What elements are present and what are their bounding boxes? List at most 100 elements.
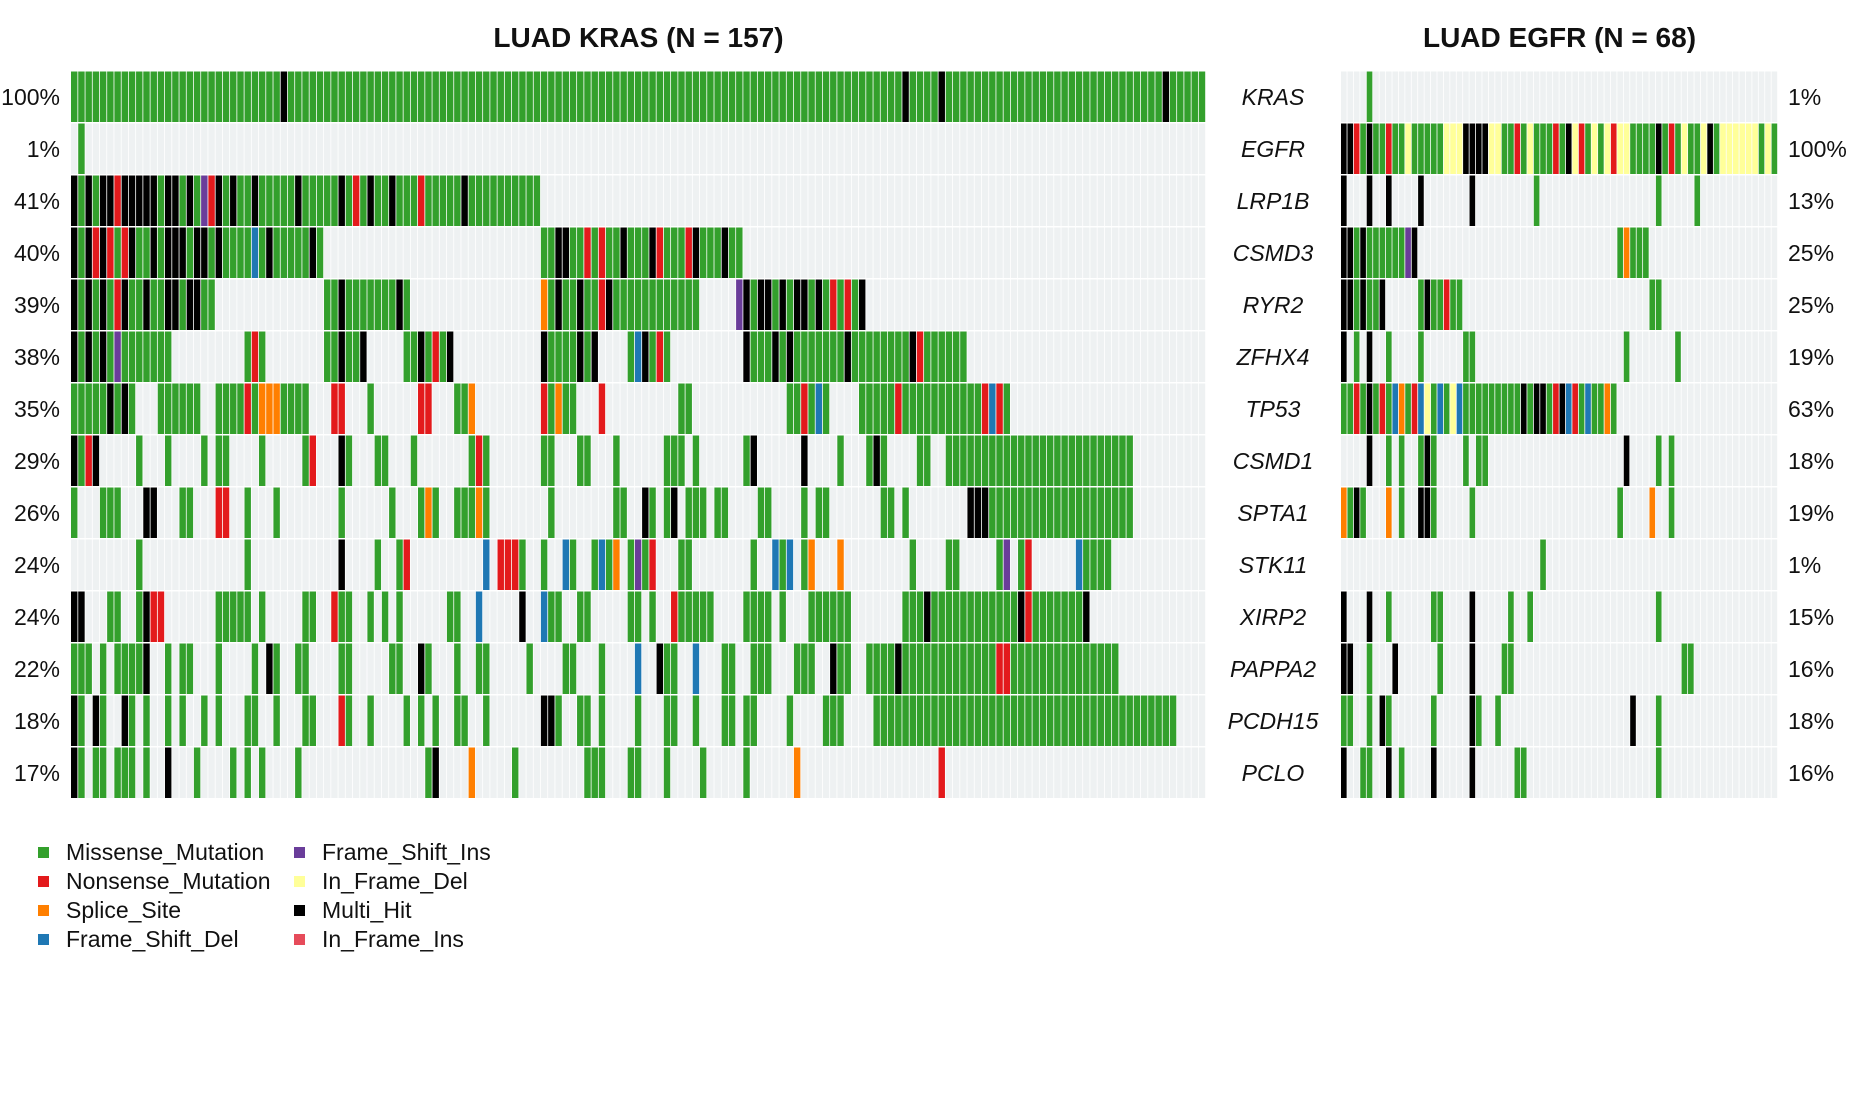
empty-cell xyxy=(1578,71,1585,122)
empty-cell xyxy=(1046,747,1054,798)
empty-cell xyxy=(1610,175,1617,226)
mutation-cell-kras xyxy=(736,71,743,122)
mutation-cell-kras xyxy=(1046,71,1054,122)
mutation-cell-xirp2 xyxy=(924,591,931,642)
empty-cell xyxy=(801,227,808,278)
empty-cell xyxy=(1649,747,1656,798)
empty-cell xyxy=(1598,643,1604,694)
empty-cell xyxy=(208,539,215,590)
mutation-cell-csmd1 xyxy=(1097,435,1104,486)
mutation-cell-zfhx4 xyxy=(656,331,663,382)
empty-cell xyxy=(230,279,237,330)
empty-cell xyxy=(634,487,642,538)
mutation-cell-pcdh15 xyxy=(671,695,678,746)
mutation-cell-kras xyxy=(577,71,584,122)
empty-cell xyxy=(1003,747,1011,798)
empty-cell xyxy=(1155,591,1162,642)
empty-cell xyxy=(1508,279,1514,330)
empty-cell xyxy=(533,383,541,434)
empty-cell xyxy=(699,175,707,226)
mutation-cell-lrp1b xyxy=(164,175,172,226)
empty-cell xyxy=(1148,539,1155,590)
mutation-cell-kras xyxy=(721,71,729,122)
mutation-cell-spta1 xyxy=(902,487,909,538)
mutation-cell-tp53 xyxy=(555,383,562,434)
mutation-frequency-label: 25% xyxy=(1788,240,1834,266)
empty-cell xyxy=(613,643,620,694)
empty-cell xyxy=(1075,331,1083,382)
empty-cell xyxy=(107,643,114,694)
empty-cell xyxy=(909,175,917,226)
empty-cell xyxy=(1675,71,1681,122)
empty-cell xyxy=(1010,383,1018,434)
mutation-cell-kras xyxy=(230,71,237,122)
mutation-cell-ryr2 xyxy=(1418,279,1424,330)
empty-cell xyxy=(150,695,157,746)
mutation-cell-tp53 xyxy=(468,383,476,434)
empty-cell xyxy=(1546,539,1553,590)
empty-cell xyxy=(649,435,656,486)
empty-cell xyxy=(1546,695,1553,746)
mutation-cell-ryr2 xyxy=(540,279,548,330)
empty-cell xyxy=(858,487,866,538)
empty-cell xyxy=(1604,539,1611,590)
empty-cell xyxy=(1456,331,1463,382)
mutation-cell-pclo xyxy=(627,747,635,798)
mutation-cell-spta1 xyxy=(1010,487,1018,538)
empty-cell xyxy=(642,435,649,486)
empty-cell xyxy=(620,175,627,226)
empty-cell xyxy=(642,591,649,642)
empty-cell xyxy=(613,695,620,746)
empty-cell xyxy=(389,123,396,174)
empty-cell xyxy=(1720,227,1726,278)
mutation-cell-pclo xyxy=(1385,747,1392,798)
mutation-cell-kras xyxy=(338,71,345,122)
empty-cell xyxy=(1745,227,1752,278)
mutation-cell-zfhx4 xyxy=(1353,331,1360,382)
empty-cell xyxy=(1546,227,1553,278)
empty-cell xyxy=(1540,435,1546,486)
empty-cell xyxy=(374,643,382,694)
empty-cell xyxy=(1090,591,1097,642)
empty-cell xyxy=(280,279,288,330)
empty-cell xyxy=(396,747,403,798)
empty-cell xyxy=(1623,175,1630,226)
mutation-cell-lrp1b xyxy=(374,175,382,226)
empty-cell xyxy=(1733,227,1739,278)
empty-cell xyxy=(251,539,259,590)
mutation-cell-csmd3 xyxy=(316,227,324,278)
mutation-cell-kras xyxy=(1177,71,1184,122)
empty-cell xyxy=(1097,383,1104,434)
empty-cell xyxy=(1771,435,1778,486)
mutation-cell-kras xyxy=(916,71,924,122)
empty-cell xyxy=(1546,71,1553,122)
empty-cell xyxy=(945,123,953,174)
mutation-cell-xirp2 xyxy=(967,591,974,642)
empty-cell xyxy=(1456,643,1463,694)
empty-cell xyxy=(418,539,425,590)
empty-cell xyxy=(331,747,338,798)
mutation-cell-egfr xyxy=(1572,123,1578,174)
empty-cell xyxy=(1508,175,1514,226)
empty-cell xyxy=(1046,539,1054,590)
empty-cell xyxy=(1771,747,1778,798)
empty-cell xyxy=(1745,695,1752,746)
mutation-cell-pcdh15 xyxy=(92,695,100,746)
mutation-cell-egfr xyxy=(1565,123,1572,174)
empty-cell xyxy=(887,591,895,642)
empty-cell xyxy=(1075,383,1083,434)
empty-cell xyxy=(728,279,736,330)
mutation-cell-stk11 xyxy=(1075,539,1083,590)
empty-cell xyxy=(1578,539,1585,590)
mutation-cell-tp53 xyxy=(952,383,960,434)
empty-cell xyxy=(1104,331,1112,382)
empty-cell xyxy=(1411,71,1418,122)
mutation-cell-ryr2 xyxy=(685,279,692,330)
empty-cell xyxy=(1437,539,1444,590)
empty-cell xyxy=(1133,175,1141,226)
empty-cell xyxy=(960,279,967,330)
mutation-cell-tp53 xyxy=(793,383,801,434)
mutation-cell-tp53 xyxy=(114,383,121,434)
empty-cell xyxy=(410,591,418,642)
mutation-cell-kras xyxy=(830,71,837,122)
